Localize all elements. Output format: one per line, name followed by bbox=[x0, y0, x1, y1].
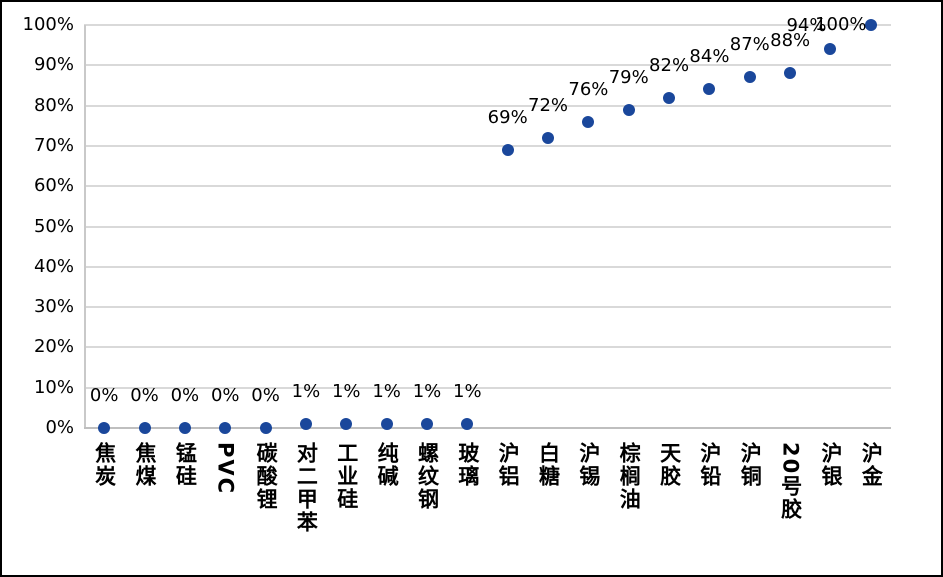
gridline-horizontal bbox=[84, 104, 891, 107]
data-label: 94% bbox=[786, 15, 827, 37]
data-point bbox=[864, 19, 877, 31]
y-axis-tick-label: 100% bbox=[22, 14, 74, 35]
x-axis-category-label: 白糖 bbox=[536, 442, 561, 488]
data-label: 100% bbox=[815, 14, 867, 35]
y-axis-tick-label: 70% bbox=[33, 134, 74, 156]
x-axis-category-label: PVC bbox=[213, 442, 238, 496]
y-axis-tick-label: 50% bbox=[33, 215, 74, 237]
data-label: 1% bbox=[372, 380, 401, 402]
data-label: 0% bbox=[130, 385, 159, 406]
x-axis-category-label: 沪银 bbox=[818, 442, 843, 488]
data-label: 0% bbox=[89, 385, 119, 406]
gridline-horizontal bbox=[84, 386, 891, 389]
data-point bbox=[219, 422, 232, 434]
data-label: 0% bbox=[210, 385, 240, 406]
data-label: 87% bbox=[729, 34, 770, 56]
y-axis-tick-label: 90% bbox=[33, 54, 74, 76]
gridline-horizontal bbox=[84, 185, 891, 188]
y-axis-tick-label: 30% bbox=[33, 296, 74, 318]
data-point bbox=[380, 417, 393, 430]
data-label: 88% bbox=[770, 30, 811, 52]
gridline-horizontal bbox=[84, 144, 891, 147]
x-axis-category-label: 沪锡 bbox=[576, 442, 601, 488]
data-label: 0% bbox=[170, 385, 200, 406]
x-axis-category-label: 棕榈油 bbox=[617, 442, 642, 511]
data-point bbox=[663, 91, 676, 104]
y-axis-tick-label: 0% bbox=[45, 417, 74, 438]
x-axis-category-label: 螺纹钢 bbox=[415, 442, 440, 511]
data-label: 1% bbox=[331, 380, 361, 402]
data-point bbox=[461, 417, 474, 430]
y-axis-tick-label: 60% bbox=[33, 175, 74, 197]
x-axis-category-label: 沪铅 bbox=[697, 442, 722, 488]
data-label: 82% bbox=[649, 54, 690, 76]
data-point bbox=[178, 422, 191, 434]
x-axis-category-label: 纯碱 bbox=[375, 442, 400, 488]
x-axis-category-label: 天胶 bbox=[657, 442, 682, 488]
data-point bbox=[582, 115, 595, 128]
gridline-horizontal bbox=[84, 346, 891, 349]
x-axis-category-label: 对二甲苯 bbox=[294, 442, 319, 534]
data-point bbox=[501, 143, 514, 156]
gridline-horizontal bbox=[84, 24, 891, 26]
gridline-horizontal bbox=[84, 265, 891, 268]
data-point bbox=[743, 71, 756, 84]
x-axis-category-label: 玻璃 bbox=[455, 442, 480, 488]
data-label: 79% bbox=[608, 66, 649, 88]
data-label: 69% bbox=[487, 106, 528, 128]
data-label: 1% bbox=[453, 380, 482, 402]
data-point bbox=[784, 67, 797, 80]
y-axis-tick-label: 80% bbox=[33, 94, 74, 116]
y-axis-tick-label: 20% bbox=[33, 336, 74, 358]
gridline-horizontal bbox=[84, 225, 891, 228]
data-label: 1% bbox=[412, 380, 442, 402]
y-axis-tick-label: 10% bbox=[33, 376, 74, 398]
x-axis-category-label: 沪铝 bbox=[496, 442, 521, 488]
data-point bbox=[138, 422, 151, 434]
data-label: 0% bbox=[251, 385, 280, 406]
gridline-horizontal bbox=[84, 64, 891, 67]
data-point bbox=[703, 83, 716, 96]
x-axis-category-label: 焦煤 bbox=[133, 442, 158, 488]
x-axis-line bbox=[84, 427, 891, 429]
data-point bbox=[340, 417, 353, 430]
data-point bbox=[824, 43, 837, 56]
data-label: 72% bbox=[528, 94, 569, 116]
y-axis-tick-label: 40% bbox=[33, 255, 74, 277]
gridline-horizontal bbox=[84, 306, 891, 309]
x-axis-category-label: 沪铜 bbox=[738, 442, 763, 488]
x-axis-category-label: 锰硅 bbox=[173, 442, 198, 488]
data-label: 76% bbox=[568, 78, 609, 100]
x-axis-category-label: 20号胶 bbox=[778, 442, 803, 522]
x-axis-category-label: 沪金 bbox=[859, 442, 884, 488]
data-point bbox=[622, 103, 635, 116]
x-axis-category-label: 碳酸锂 bbox=[254, 442, 279, 511]
x-axis-category-label: 焦炭 bbox=[92, 442, 117, 488]
x-axis-category-label: 工业硅 bbox=[334, 442, 359, 511]
data-point bbox=[259, 422, 272, 434]
y-axis-line bbox=[84, 25, 86, 428]
data-label: 1% bbox=[291, 380, 321, 402]
data-point bbox=[299, 417, 312, 430]
data-label: 84% bbox=[689, 46, 730, 68]
data-point bbox=[542, 131, 555, 144]
data-point bbox=[420, 417, 433, 430]
data-point bbox=[98, 422, 111, 434]
